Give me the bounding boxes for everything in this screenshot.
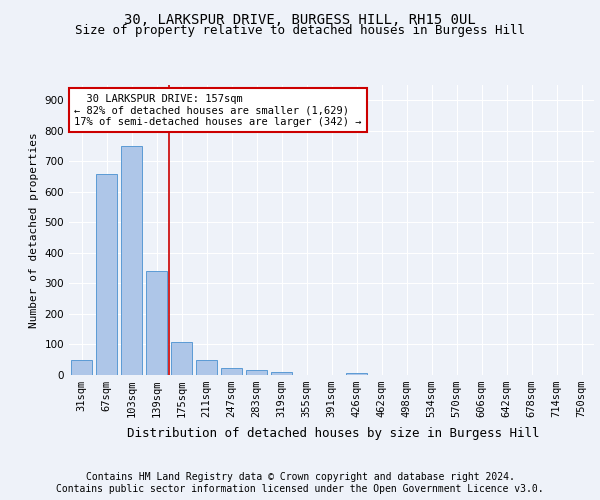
Bar: [346, 372, 367, 375]
Bar: [221, 368, 242, 375]
Bar: [121, 146, 142, 375]
Text: 30 LARKSPUR DRIVE: 157sqm
← 82% of detached houses are smaller (1,629)
17% of se: 30 LARKSPUR DRIVE: 157sqm ← 82% of detac…: [74, 94, 362, 127]
Bar: [271, 372, 292, 375]
Text: Contains HM Land Registry data © Crown copyright and database right 2024.: Contains HM Land Registry data © Crown c…: [86, 472, 514, 482]
Bar: [246, 370, 267, 375]
Bar: [71, 360, 92, 375]
Text: Contains public sector information licensed under the Open Government Licence v3: Contains public sector information licen…: [56, 484, 544, 494]
Text: Distribution of detached houses by size in Burgess Hill: Distribution of detached houses by size …: [127, 428, 539, 440]
Bar: [171, 342, 192, 375]
Y-axis label: Number of detached properties: Number of detached properties: [29, 132, 39, 328]
Bar: [146, 271, 167, 375]
Bar: [96, 174, 117, 375]
Text: 30, LARKSPUR DRIVE, BURGESS HILL, RH15 0UL: 30, LARKSPUR DRIVE, BURGESS HILL, RH15 0…: [124, 12, 476, 26]
Bar: [196, 360, 217, 375]
Text: Size of property relative to detached houses in Burgess Hill: Size of property relative to detached ho…: [75, 24, 525, 37]
